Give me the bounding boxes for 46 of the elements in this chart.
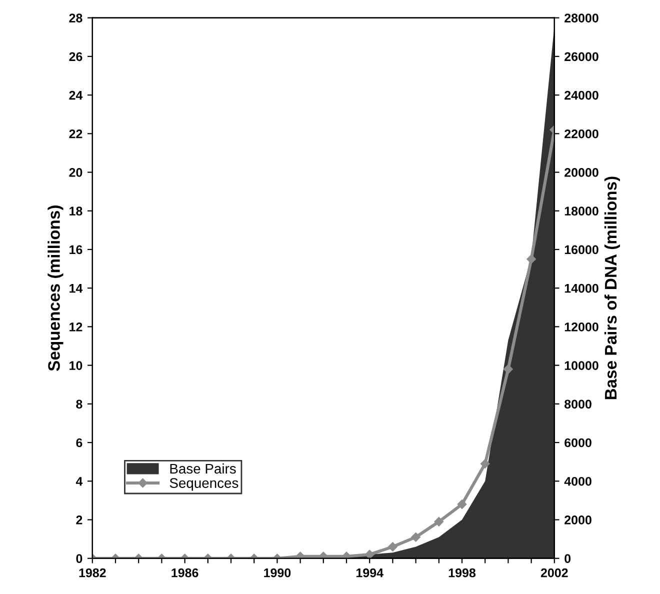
x-tick-label: 1986 [172, 568, 198, 578]
y-tick-label: 16 [70, 245, 82, 254]
y2-tick-label: 24000 [564, 90, 598, 100]
x-tick-label: 1998 [448, 568, 476, 578]
y2-tick-label: 20000 [564, 168, 598, 177]
y2-tick-label: 8000 [564, 400, 592, 409]
y2-tick-label: 0 [564, 554, 571, 564]
point [504, 364, 513, 374]
y-tick-label: 20 [69, 168, 82, 177]
point [364, 550, 374, 558]
y-tick-label: 12 [70, 322, 82, 332]
y-tick-label: 14 [70, 284, 83, 293]
y-axis-title: Sequences (millions) [48, 206, 64, 371]
y-tick-label: 22 [69, 129, 82, 138]
y-tick-label: 2 [76, 516, 82, 524]
y2-tick-label: 12000 [564, 322, 598, 332]
y-tick-label: 10 [70, 361, 82, 370]
legend-label: Base Pairs [170, 463, 236, 474]
y-tick-label: 28 [69, 14, 82, 22]
y-tick-label: 8 [76, 400, 82, 409]
point [342, 552, 352, 558]
y-tick-label: 6 [76, 438, 82, 448]
y-tick-label: 4 [76, 477, 83, 486]
y-tick-label: 18 [70, 206, 82, 216]
y-tick-label: 26 [69, 52, 82, 62]
y-tick-label: 24 [69, 90, 83, 100]
point [457, 500, 467, 509]
y2-tick-label: 26000 [564, 52, 598, 62]
legend-label: Sequences [170, 478, 238, 491]
y2-tick-label: 16000 [564, 245, 598, 254]
x-tick-label: 1982 [79, 568, 106, 578]
point [480, 459, 490, 468]
y2-axis-title: Base Pairs of DNA (millions) [604, 176, 620, 400]
x-tick-label: 1990 [264, 568, 291, 578]
y2-tick-label: 6000 [564, 438, 592, 448]
y2-tick-label: 4000 [564, 476, 592, 486]
point [526, 254, 536, 264]
y2-tick-label: 10000 [564, 361, 598, 370]
x-tick-label: 2002 [540, 568, 568, 578]
y2-tick-label: 22000 [564, 129, 598, 138]
y2-tick-label: 18000 [564, 206, 598, 216]
y2-tick-label: 28000 [564, 14, 598, 22]
x-tick-label: 1994 [356, 568, 384, 578]
y2-tick-label: 2000 [564, 516, 592, 524]
y-tick-label: 0 [76, 554, 82, 564]
y2-tick-label: 14000 [564, 284, 598, 293]
